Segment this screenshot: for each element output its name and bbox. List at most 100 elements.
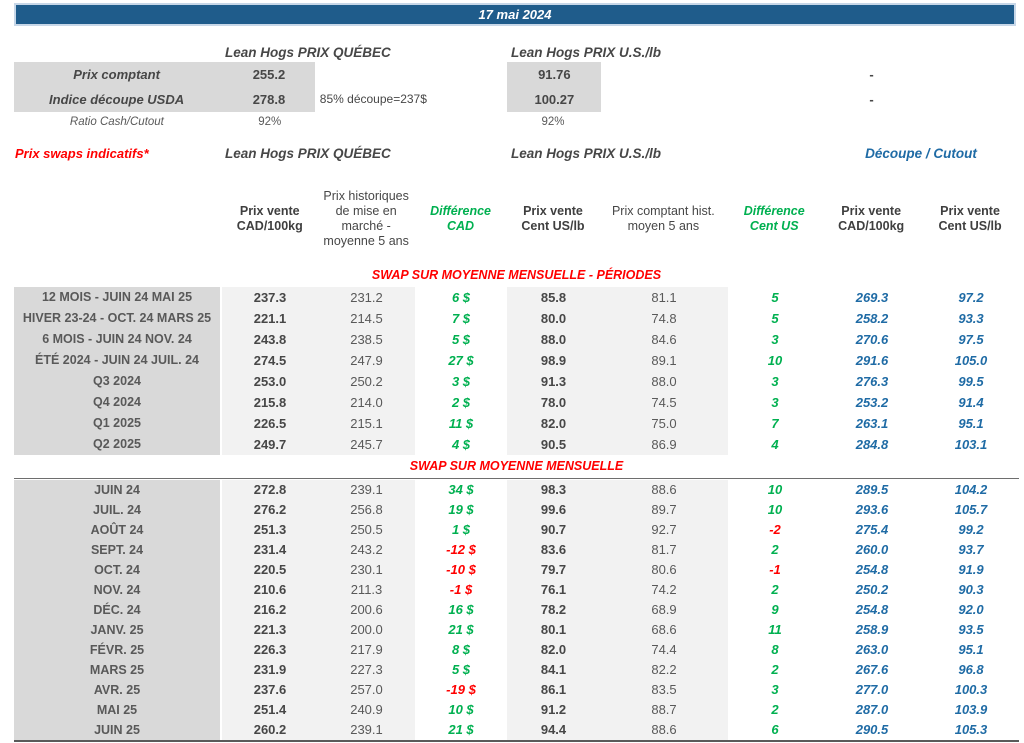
prix-hist-us: 74.5 bbox=[600, 392, 728, 413]
period-label: AOÛT 24 bbox=[14, 520, 220, 540]
period-label: AVR. 25 bbox=[14, 680, 220, 700]
prix-hist-cad: 217.9 bbox=[318, 640, 415, 660]
table-row: NOV. 24 210.6 211.3 -1 $ 76.1 74.2 2 250.2 90.3 bbox=[14, 580, 1020, 600]
spot-us-value: 100.27 bbox=[534, 92, 575, 107]
spot-note bbox=[317, 62, 508, 87]
prix-vente-us: 98.3 bbox=[507, 480, 600, 500]
prix-vente-us: 82.0 bbox=[507, 640, 600, 660]
prix-vente-us: 90.7 bbox=[507, 520, 600, 540]
decoupe-cad: 250.2 bbox=[855, 582, 889, 597]
difference-us: 11 bbox=[768, 622, 782, 637]
decoupe-cad: 254.8 bbox=[855, 602, 889, 617]
difference-us: 3 bbox=[771, 395, 779, 410]
prix-vente-us: 78.2 bbox=[507, 600, 600, 620]
prix-hist-us: 81.1 bbox=[600, 287, 728, 308]
spot-cad-value: 278.8 bbox=[252, 92, 286, 107]
period-label: ÉTÉ 2024 - JUIN 24 JUIL. 24 bbox=[14, 350, 220, 371]
decoupe-us: 96.8 bbox=[958, 662, 984, 677]
decoupe-us: 91.4 bbox=[958, 395, 984, 410]
decoupe-cad: 284.8 bbox=[855, 437, 889, 452]
prix-vente-us: 85.8 bbox=[507, 287, 600, 308]
prix-vente-us: 90.5 bbox=[507, 434, 600, 455]
difference-cad: 11 $ bbox=[448, 416, 474, 431]
prix-vente-cad: 231.4 bbox=[222, 540, 318, 560]
cutout-title: Découpe / Cutout bbox=[865, 146, 977, 161]
decoupe-us: 100.3 bbox=[954, 682, 988, 697]
swaps-quebec-title: Lean Hogs PRIX QUÉBEC bbox=[225, 146, 391, 161]
prix-hist-cad: 243.2 bbox=[318, 540, 415, 560]
table-row: 6 MOIS - JUIN 24 NOV. 24 243.8 238.5 5 $ 88.… bbox=[14, 329, 1020, 350]
prix-vente-cad: 237.6 bbox=[222, 680, 318, 700]
prix-vente-cad: 221.1 bbox=[222, 308, 318, 329]
period-label: 12 MOIS - JUIN 24 MAI 25 bbox=[14, 287, 220, 308]
prix-hist-us: 88.6 bbox=[600, 480, 728, 500]
period-label: JUIN 24 bbox=[14, 480, 220, 500]
difference-cad: 1 $ bbox=[451, 522, 471, 537]
prix-hist-cad: 239.1 bbox=[318, 720, 415, 740]
difference-cad: 5 $ bbox=[451, 662, 471, 677]
spot-label: Indice découpe USDA bbox=[49, 92, 185, 107]
prix-hist-us: 74.4 bbox=[600, 640, 728, 660]
prix-hist-cad: 215.1 bbox=[318, 413, 415, 434]
period-label: Q3 2024 bbox=[14, 371, 220, 392]
prix-vente-cad: 221.3 bbox=[222, 620, 318, 640]
prix-hist-us: 74.8 bbox=[600, 308, 728, 329]
period-label: JANV. 25 bbox=[14, 620, 220, 640]
decoupe-cad: 291.6 bbox=[855, 353, 889, 368]
spot-label-shading bbox=[14, 62, 315, 112]
spot-cad-value: 92% bbox=[258, 116, 282, 128]
table-row: AVR. 25 237.6 257.0 -19 $ 86.1 83.5 3 277.0 100.… bbox=[14, 680, 1020, 700]
difference-cad: 6 $ bbox=[451, 290, 471, 305]
column-header-B: Prix vente CAD/100kg bbox=[236, 204, 303, 233]
swap-section-0: 12 MOIS - JUIN 24 MAI 25 237.3 231.2 6 $ 85.… bbox=[14, 287, 1020, 455]
cutout-dash: - bbox=[869, 92, 874, 107]
prix-vente-us: 76.1 bbox=[507, 580, 600, 600]
column-headers: Prix vente CAD/100kg Prix historiques de … bbox=[14, 182, 1019, 256]
period-label: MARS 25 bbox=[14, 660, 220, 680]
decoupe-us: 99.5 bbox=[958, 374, 984, 389]
swaps-title: Prix swaps indicatifs* bbox=[15, 146, 149, 161]
prix-hist-us: 80.6 bbox=[600, 560, 728, 580]
bottom-border-line bbox=[14, 740, 1019, 742]
prix-hist-us: 82.2 bbox=[600, 660, 728, 680]
decoupe-us: 103.9 bbox=[954, 702, 988, 717]
decoupe-us: 105.7 bbox=[954, 502, 988, 517]
prix-hist-cad: 256.8 bbox=[318, 500, 415, 520]
table-row: MAI 25 251.4 240.9 10 $ 91.2 88.7 2 287.0 103.9 bbox=[14, 700, 1020, 720]
prix-vente-us: 91.2 bbox=[507, 700, 600, 720]
difference-cad: 21 $ bbox=[448, 622, 474, 637]
difference-us: 10 bbox=[767, 482, 783, 497]
prix-hist-us: 89.7 bbox=[600, 500, 728, 520]
difference-us: 3 bbox=[771, 682, 779, 697]
prix-hist-cad: 200.0 bbox=[318, 620, 415, 640]
table-row: MARS 25 231.9 227.3 5 $ 84.1 82.2 2 267.6 96.8 bbox=[14, 660, 1020, 680]
difference-us: 5 bbox=[771, 311, 779, 326]
table-row: HIVER 23-24 - OCT. 24 MARS 25 221.1 214.5 7… bbox=[14, 308, 1020, 329]
difference-us: 7 bbox=[771, 416, 779, 431]
prix-hist-cad: 245.7 bbox=[318, 434, 415, 455]
decoupe-us: 105.0 bbox=[954, 353, 988, 368]
decoupe-cad: 270.6 bbox=[855, 332, 889, 347]
report-date: 17 mai 2024 bbox=[478, 7, 552, 22]
difference-cad: 21 $ bbox=[448, 722, 474, 737]
period-label: JUIN 25 bbox=[14, 720, 220, 740]
prix-hist-cad: 231.2 bbox=[318, 287, 415, 308]
difference-us: 8 bbox=[771, 642, 779, 657]
difference-us: 6 bbox=[771, 722, 779, 737]
prix-hist-cad: 240.9 bbox=[318, 700, 415, 720]
difference-us: 10 bbox=[767, 502, 783, 517]
spot-us-value: 92% bbox=[541, 116, 565, 128]
difference-us: 4 bbox=[771, 437, 779, 452]
prix-hist-cad: 227.3 bbox=[318, 660, 415, 680]
spot-note: 85% découpe=237$ bbox=[319, 92, 427, 106]
date-header-bar: 17 mai 2024 bbox=[14, 3, 1016, 26]
difference-us: 2 bbox=[771, 702, 779, 717]
prix-vente-us: 83.6 bbox=[507, 540, 600, 560]
period-label: DÉC. 24 bbox=[14, 600, 220, 620]
table-row: Q3 2024 253.0 250.2 3 $ 91.3 88.0 3 276.3 99.5 bbox=[14, 371, 1020, 392]
spot-label: Ratio Cash/Cutout bbox=[69, 116, 164, 128]
difference-cad: 4 $ bbox=[451, 437, 471, 452]
column-header-I: Prix vente Cent US/lb bbox=[938, 204, 1002, 233]
prix-vente-cad: 216.2 bbox=[222, 600, 318, 620]
